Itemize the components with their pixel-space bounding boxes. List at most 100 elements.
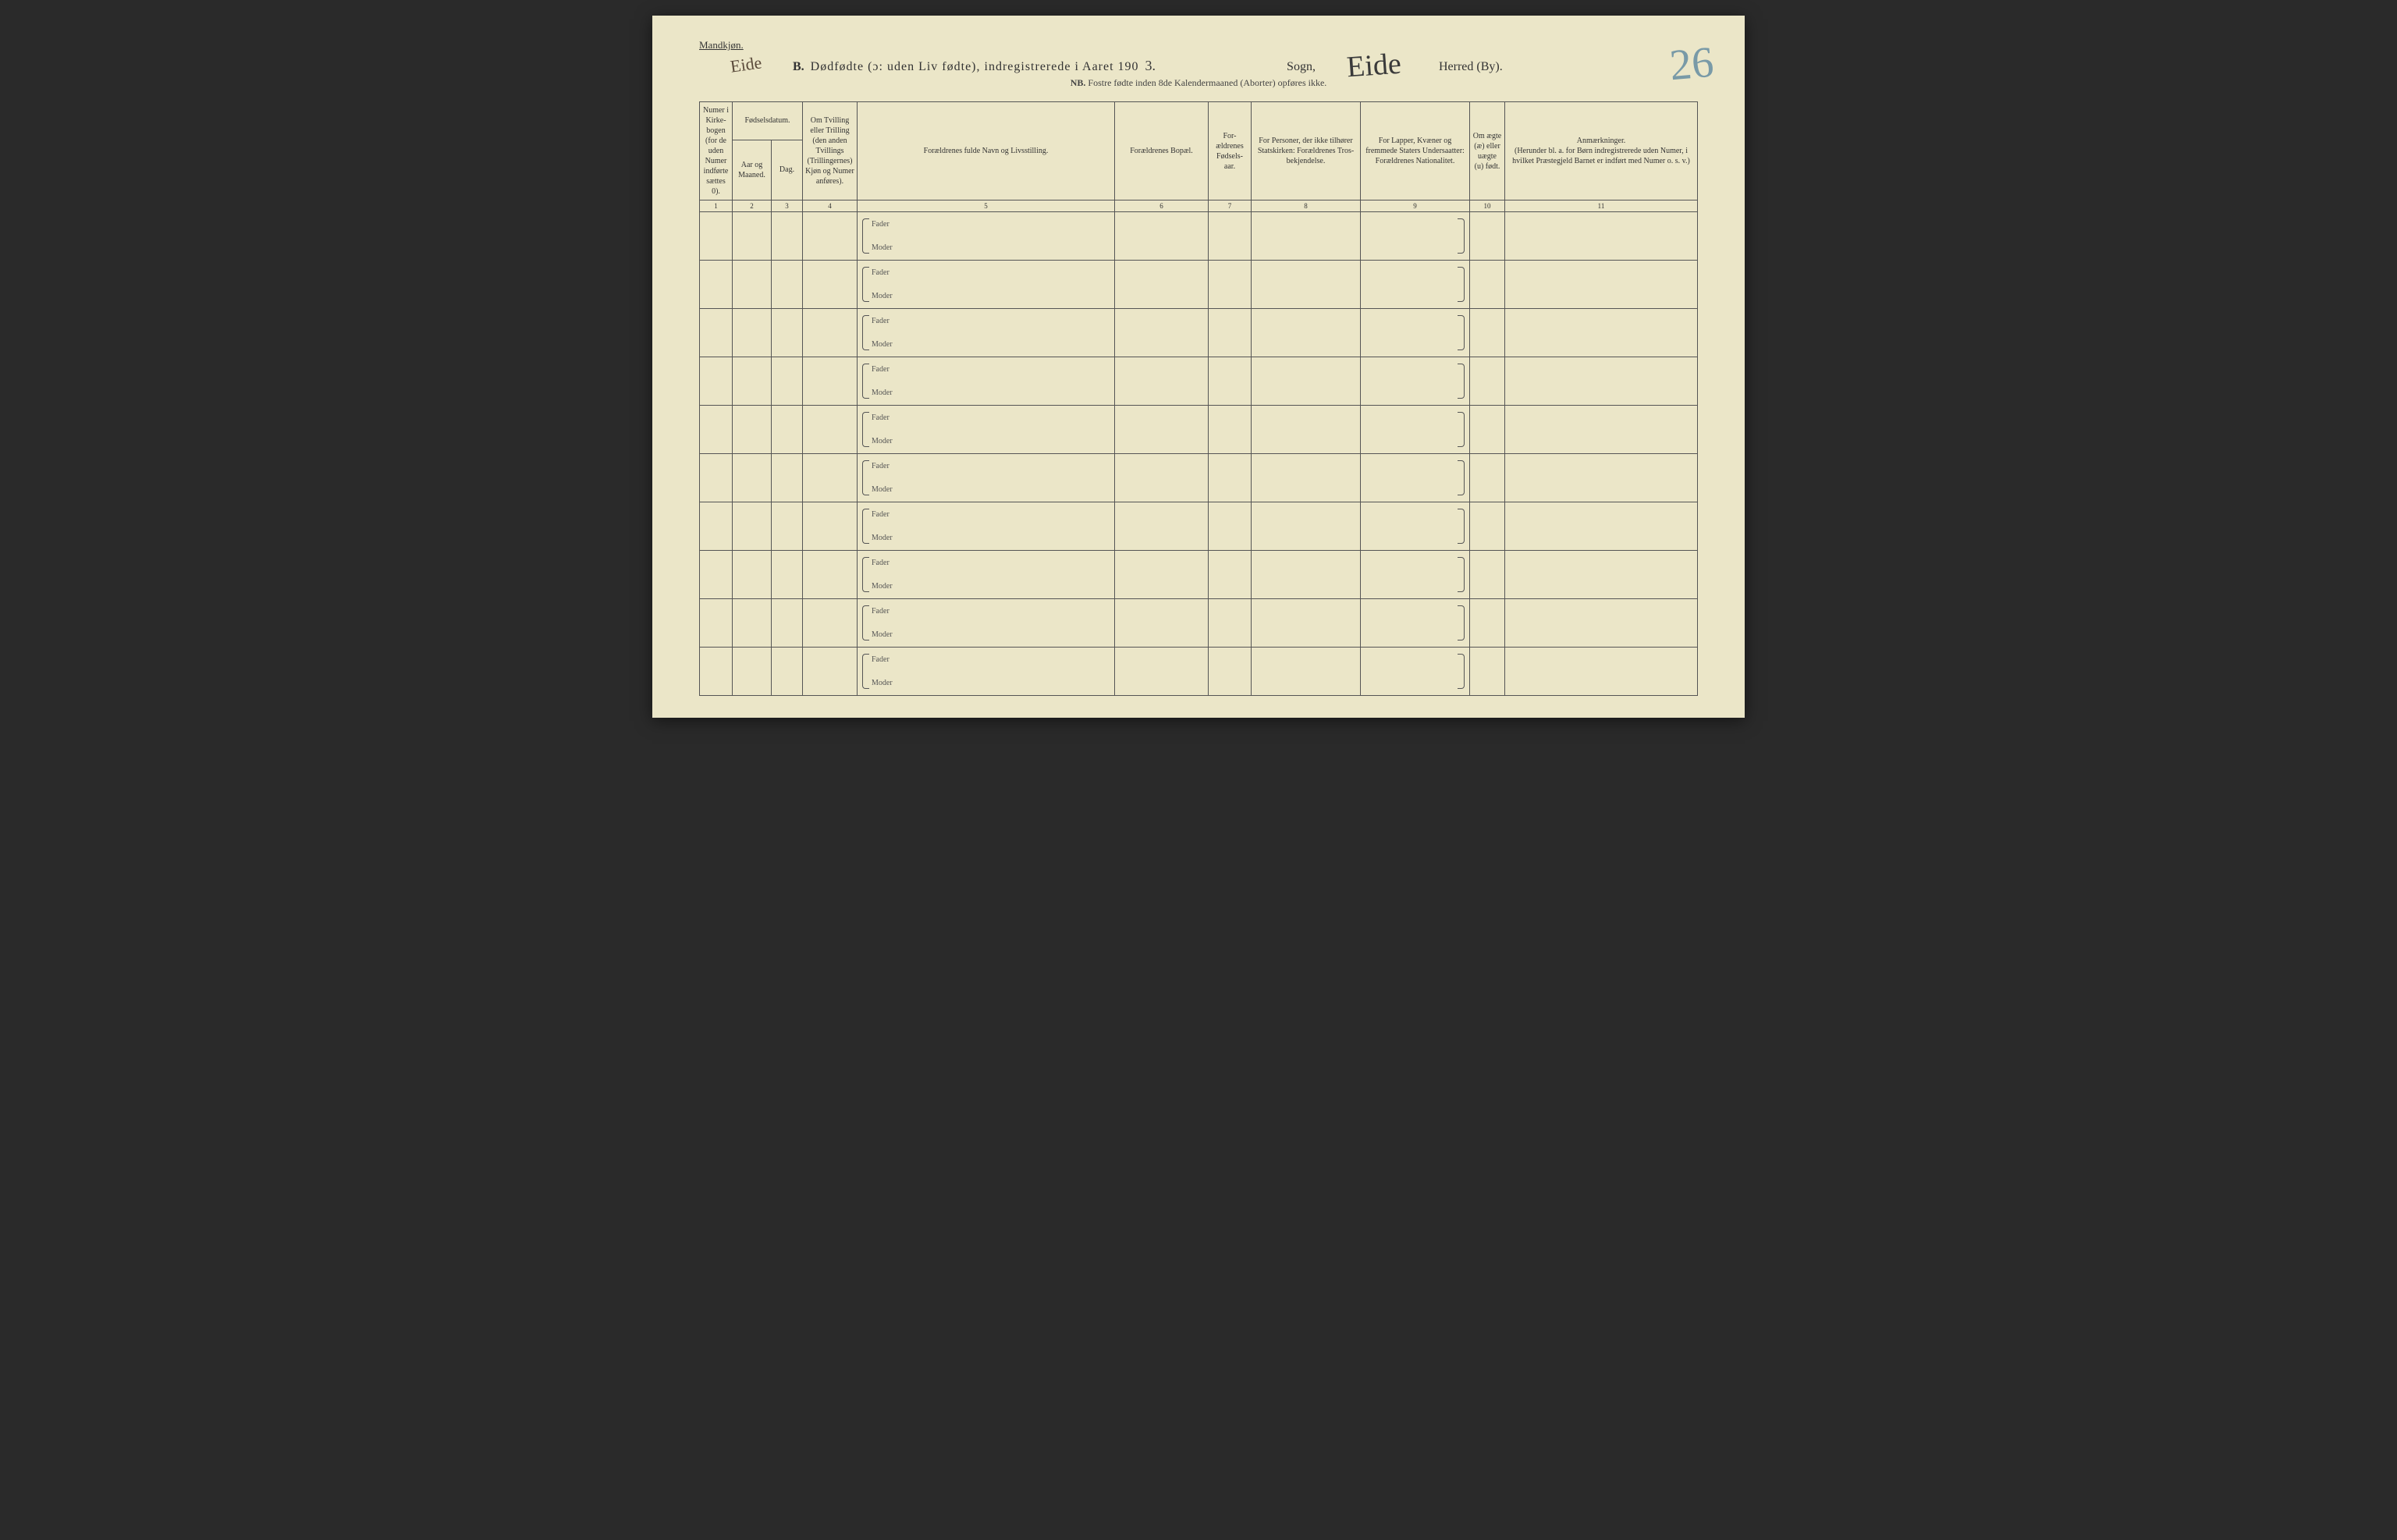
nb-line: NB. Fostre fødte inden 8de Kalendermaane…: [699, 77, 1698, 89]
cell-anmaerkninger: [1505, 261, 1698, 309]
cell-numer: [700, 309, 733, 357]
moder-label: Moder: [872, 527, 1114, 551]
cell-nationalitet: [1361, 599, 1470, 648]
fader-label: Fader: [872, 406, 1114, 430]
table-row: FaderModer: [700, 454, 1698, 502]
cell-bopael: [1115, 648, 1209, 696]
cell-fodselsaar: [1209, 648, 1252, 696]
cell-nationalitet: [1361, 309, 1470, 357]
cell-aegte: [1470, 309, 1505, 357]
cell-tvilling: [803, 309, 858, 357]
cell-anmaerkninger: [1505, 502, 1698, 551]
moder-label: Moder: [872, 478, 1114, 502]
cell-numer: [700, 551, 733, 599]
cell-tvilling: [803, 454, 858, 502]
cell-aegte: [1470, 261, 1505, 309]
cell-nationalitet: [1361, 406, 1470, 454]
cell-anmaerkninger: [1505, 357, 1698, 406]
cell-aar-maaned: [733, 357, 772, 406]
table-row: FaderModer: [700, 551, 1698, 599]
cell-aegte: [1470, 648, 1505, 696]
table-row: FaderModer: [700, 212, 1698, 261]
cell-anmaerkninger: [1505, 599, 1698, 648]
cell-foraeldre-navn: FaderModer: [858, 212, 1115, 261]
th-col2b: Dag.: [772, 140, 803, 200]
fader-label: Fader: [872, 551, 1114, 575]
th-col10: Om ægte (æ) eller uægte (u) født.: [1470, 102, 1505, 200]
cell-dag: [772, 502, 803, 551]
cell-anmaerkninger: [1505, 454, 1698, 502]
cell-fodselsaar: [1209, 357, 1252, 406]
cell-foraeldre-navn: FaderModer: [858, 502, 1115, 551]
colnum-1: 1: [700, 200, 733, 212]
cell-nationalitet: [1361, 551, 1470, 599]
cell-foraeldre-navn: FaderModer: [858, 551, 1115, 599]
cell-aegte: [1470, 357, 1505, 406]
cell-aar-maaned: [733, 648, 772, 696]
colnum-11: 11: [1505, 200, 1698, 212]
cell-aar-maaned: [733, 261, 772, 309]
table-row: FaderModer: [700, 309, 1698, 357]
moder-label: Moder: [872, 285, 1114, 309]
cell-fodselsaar: [1209, 261, 1252, 309]
cell-dag: [772, 309, 803, 357]
fader-label: Fader: [872, 502, 1114, 527]
moder-label: Moder: [872, 333, 1114, 357]
colnum-8: 8: [1252, 200, 1361, 212]
colnum-6: 6: [1115, 200, 1209, 212]
cell-foraeldre-navn: FaderModer: [858, 357, 1115, 406]
colnum-4: 4: [803, 200, 858, 212]
cell-bopael: [1115, 599, 1209, 648]
th-col11-title: Anmærkninger.: [1577, 137, 1626, 145]
cell-trosbekjendelse: [1252, 406, 1361, 454]
cell-dag: [772, 454, 803, 502]
cell-trosbekjendelse: [1252, 357, 1361, 406]
cell-foraeldre-navn: FaderModer: [858, 261, 1115, 309]
year-handwritten: 3.: [1145, 58, 1156, 74]
nb-text: Fostre fødte inden 8de Kalendermaaned (A…: [1088, 77, 1326, 88]
cell-aar-maaned: [733, 551, 772, 599]
cell-fodselsaar: [1209, 599, 1252, 648]
cell-fodselsaar: [1209, 212, 1252, 261]
colnum-3: 3: [772, 200, 803, 212]
cell-dag: [772, 406, 803, 454]
cell-nationalitet: [1361, 357, 1470, 406]
cell-trosbekjendelse: [1252, 309, 1361, 357]
cell-foraeldre-navn: FaderModer: [858, 406, 1115, 454]
table-row: FaderModer: [700, 502, 1698, 551]
cell-bopael: [1115, 309, 1209, 357]
cell-tvilling: [803, 599, 858, 648]
cell-nationalitet: [1361, 212, 1470, 261]
cell-dag: [772, 212, 803, 261]
sogn-label: Sogn,: [1287, 60, 1316, 74]
section-letter: B.: [793, 60, 804, 74]
cell-bopael: [1115, 406, 1209, 454]
fader-label: Fader: [872, 309, 1114, 333]
cell-bopael: [1115, 502, 1209, 551]
cell-anmaerkninger: [1505, 212, 1698, 261]
th-col8: For Personer, der ikke tilhører Statskir…: [1252, 102, 1361, 200]
cell-numer: [700, 502, 733, 551]
cell-aar-maaned: [733, 502, 772, 551]
cell-aegte: [1470, 551, 1505, 599]
cell-nationalitet: [1361, 261, 1470, 309]
cell-aegte: [1470, 212, 1505, 261]
cell-trosbekjendelse: [1252, 212, 1361, 261]
fader-label: Fader: [872, 454, 1114, 478]
moder-label: Moder: [872, 236, 1114, 261]
column-number-row: 1 2 3 4 5 6 7 8 9 10 11: [700, 200, 1698, 212]
gender-heading: Mandkjøn.: [699, 39, 1698, 51]
cell-aar-maaned: [733, 599, 772, 648]
moder-label: Moder: [872, 381, 1114, 406]
cell-trosbekjendelse: [1252, 261, 1361, 309]
cell-tvilling: [803, 502, 858, 551]
table-row: FaderModer: [700, 648, 1698, 696]
fader-label: Fader: [872, 357, 1114, 381]
register-page: Mandkjøn. Eide Eide 26 B. Dødfødte (ɔ: u…: [652, 16, 1745, 718]
th-col2a: Aar og Maaned.: [733, 140, 772, 200]
cell-aar-maaned: [733, 406, 772, 454]
herred-label: Herred (By).: [1439, 60, 1503, 74]
cell-tvilling: [803, 648, 858, 696]
cell-fodselsaar: [1209, 551, 1252, 599]
table-row: FaderModer: [700, 599, 1698, 648]
